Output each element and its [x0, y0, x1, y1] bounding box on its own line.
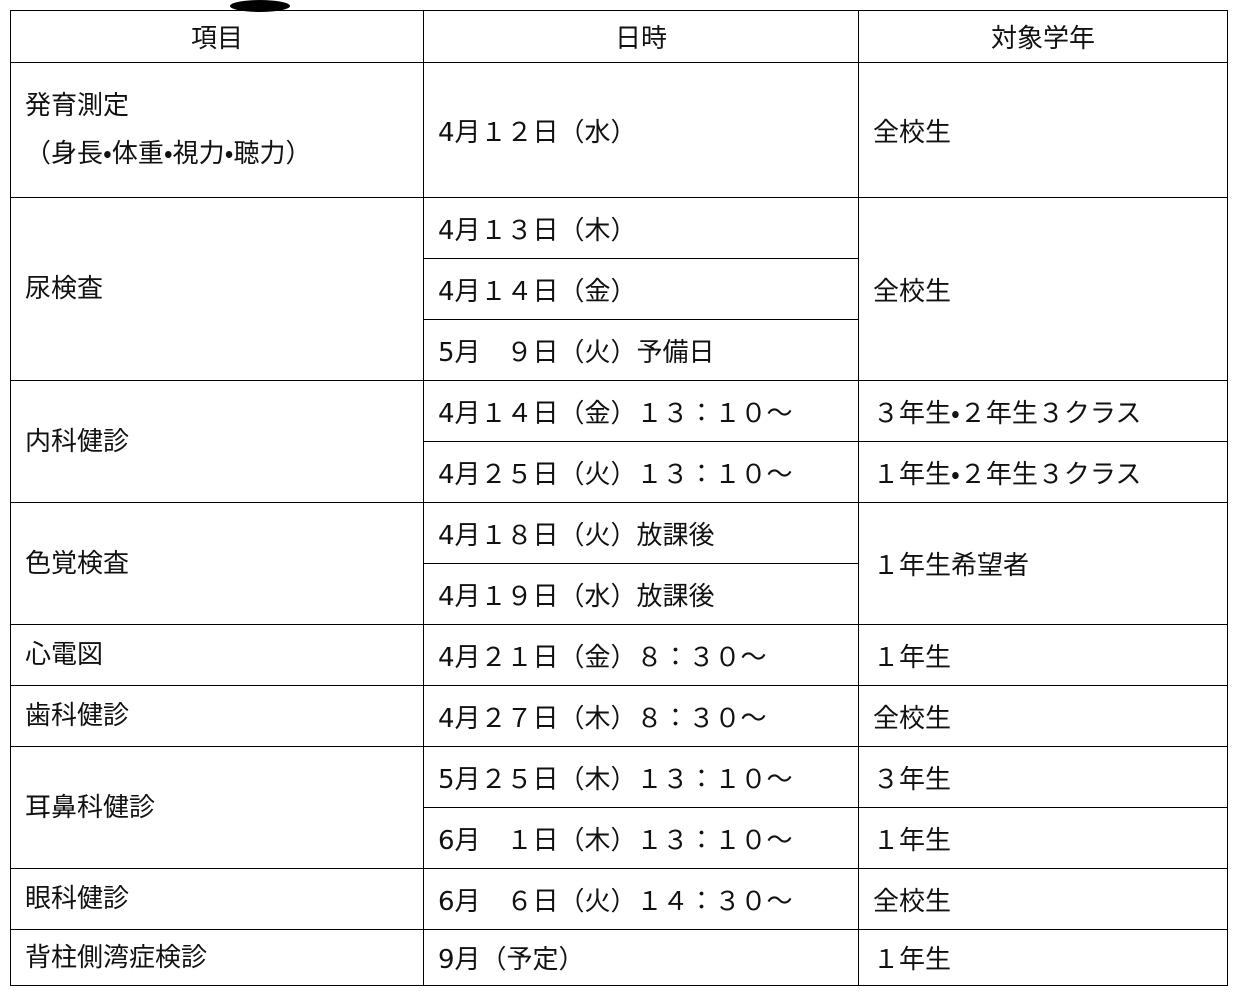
date-cell: 4月１９日（水）放課後 [423, 563, 859, 625]
decoration [230, 0, 290, 12]
date-cell: 4月１３日（木） [423, 197, 859, 259]
date-cell: 4月１８日（火）放課後 [423, 502, 859, 564]
target-cell: 全校生 [858, 62, 1228, 198]
item-cell: 内科健診 [10, 380, 424, 503]
row: 4月１９日（水）放課後 [11, 563, 1228, 625]
target-cell: ３年生・２年生３クラス [858, 380, 1228, 442]
date-cell: 5月 ９日（火）予備日 [423, 319, 859, 381]
date-cell: 4月２１日（金）８：３０～ [423, 624, 859, 686]
item-line: 発育測定 [25, 91, 130, 121]
item-cell: 眼科健診 [10, 868, 424, 930]
item-cell: 歯科健診 [10, 685, 424, 747]
item-cell: 発育測定 （身長・体重・視力・聴力） [10, 62, 424, 198]
target-cell: １年生 [858, 807, 1228, 869]
header-cell: 対象学年 [858, 10, 1228, 63]
item-line: （身長・体重・視力・聴力） [25, 139, 312, 169]
row: 耳鼻科健診 5月２５日（木）１３：１０～ ３年生 [10, 746, 1228, 869]
item-cell: 尿検査 [10, 197, 424, 381]
item-line: 歯科健診 [25, 701, 130, 731]
date-cell: 5月２５日（木）１３：１０～ [423, 746, 859, 808]
date-cell: 9月（予定） [423, 929, 859, 986]
target-cell: 全校生 [858, 868, 1228, 930]
target-cell: １年生 [858, 929, 1228, 986]
row: 色覚検査 4月１８日（火）放課後 １年生希望者 [10, 502, 1228, 625]
target-cell: １年生希望者 [858, 502, 1228, 625]
item-cell: 色覚検査 [10, 502, 424, 625]
header-cell: 項目 [10, 10, 424, 63]
date-cell: 4月１２日（水） [423, 62, 859, 198]
row: 心電図 4月２１日（金）８：３０～ １年生 [10, 624, 1228, 686]
item-line: 色覚検査 [25, 548, 130, 579]
row: 尿検査 4月１３日（木） 全校生 [10, 197, 1228, 381]
target-cell: 全校生 [858, 685, 1228, 747]
header-cell: 日時 [423, 10, 859, 63]
date-cell: 4月２７日（木）８：３０～ [423, 685, 859, 747]
date-cell: 4月１４日（金） [423, 258, 859, 320]
row: 内科健診 4月１４日（金）１３：１０～ ３年生・２年生３クラス [10, 380, 1228, 503]
row: 歯科健診 4月２７日（木）８：３０～ 全校生 [10, 685, 1228, 747]
row: 6月 １日（木）１３：１０～ １年生 [11, 807, 1228, 869]
date-cell: 6月 ６日（火）１４：３０～ [423, 868, 859, 930]
item-line: 耳鼻科健診 [25, 792, 156, 823]
item-cell: 耳鼻科健診 [10, 746, 424, 869]
target-cell: ３年生 [858, 746, 1228, 808]
target-cell: １年生 [858, 624, 1228, 686]
item-cell: 心電図 [10, 624, 424, 686]
row: 4月１４日（金） [11, 258, 1228, 320]
row: 背柱側湾症検診 9月（予定） １年生 [10, 929, 1228, 986]
row: 5月 ９日（火）予備日 [11, 319, 1228, 381]
item-line: 内科健診 [25, 426, 130, 457]
item-cell: 背柱側湾症検診 [10, 929, 424, 986]
date-cell: 6月 １日（木）１３：１０～ [423, 807, 859, 869]
target-cell: 全校生 [858, 197, 1228, 381]
date-cell: 4月１４日（金）１３：１０～ [423, 380, 859, 442]
date-cell: 4月２５日（火）１３：１０～ [423, 441, 859, 503]
schedule-table: 項目 日時 対象学年 発育測定 （身長・体重・視力・聴力） 4月１２日（水） 全校生尿… [10, 10, 1228, 986]
target-cell: １年生・２年生３クラス [858, 441, 1228, 503]
item-line: 尿検査 [25, 274, 104, 304]
row: 発育測定 （身長・体重・視力・聴力） 4月１２日（水） 全校生 [10, 62, 1228, 198]
item-line: 背柱側湾症検診 [25, 942, 208, 973]
item-line: 眼科健診 [25, 884, 130, 914]
row: 眼科健診 6月 ６日（火）１４：３０～ 全校生 [10, 868, 1228, 930]
item-line: 心電図 [25, 640, 104, 670]
header-row: 項目 日時 対象学年 [10, 10, 1228, 63]
